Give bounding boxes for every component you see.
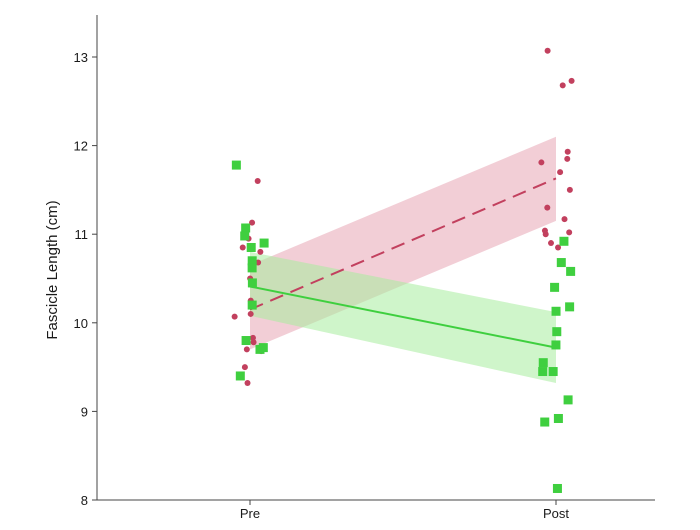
data-point xyxy=(559,236,569,246)
y-tick-label: 9 xyxy=(81,404,88,419)
data-point xyxy=(240,231,250,241)
data-point xyxy=(247,278,257,288)
data-point xyxy=(544,47,551,54)
data-point xyxy=(551,306,561,316)
data-point xyxy=(246,242,256,252)
data-point xyxy=(249,219,256,226)
data-point xyxy=(555,244,562,251)
data-point xyxy=(561,216,568,223)
data-point xyxy=(538,358,548,368)
data-point xyxy=(247,310,254,317)
data-point xyxy=(544,204,551,211)
data-point xyxy=(249,334,256,341)
data-point xyxy=(553,413,563,423)
data-point xyxy=(566,186,573,193)
data-point xyxy=(243,346,250,353)
x-tick-label: Post xyxy=(543,506,569,521)
data-point xyxy=(250,339,257,346)
data-point xyxy=(255,344,265,354)
data-point xyxy=(254,178,261,185)
data-point xyxy=(247,300,257,310)
y-tick-label: 13 xyxy=(74,50,88,65)
fit-line xyxy=(249,285,557,349)
data-point xyxy=(548,367,558,377)
fit-line xyxy=(249,177,557,311)
data-point xyxy=(538,159,545,166)
data-point xyxy=(247,263,257,273)
data-point xyxy=(564,155,571,162)
data-point xyxy=(542,231,549,238)
data-point xyxy=(244,380,251,387)
data-point xyxy=(241,364,248,371)
data-point xyxy=(241,223,251,233)
data-point xyxy=(550,282,560,292)
data-point xyxy=(547,240,554,247)
data-point xyxy=(241,336,251,346)
data-point xyxy=(552,483,562,493)
x-tick-label: Pre xyxy=(240,506,260,521)
data-point xyxy=(564,148,571,155)
data-point xyxy=(566,229,573,236)
data-point xyxy=(552,327,562,337)
data-point xyxy=(557,169,564,176)
data-point xyxy=(239,244,246,251)
data-point xyxy=(259,238,269,248)
data-point xyxy=(568,77,575,84)
data-point xyxy=(551,340,561,350)
data-point xyxy=(556,258,566,268)
y-tick-label: 8 xyxy=(81,493,88,508)
data-point xyxy=(231,313,238,320)
data-point xyxy=(538,367,548,377)
y-axis-label: Fascicle Length (cm) xyxy=(44,200,61,339)
data-point xyxy=(231,160,241,170)
y-tick-label: 12 xyxy=(74,139,88,154)
data-point xyxy=(247,256,257,266)
data-point xyxy=(565,302,575,312)
data-point xyxy=(559,82,566,89)
data-point xyxy=(257,248,264,255)
data-point xyxy=(566,266,576,276)
y-tick-label: 10 xyxy=(74,316,88,331)
data-point xyxy=(540,417,550,427)
data-point xyxy=(563,395,573,405)
data-point xyxy=(235,371,245,381)
y-tick-label: 11 xyxy=(75,227,89,242)
